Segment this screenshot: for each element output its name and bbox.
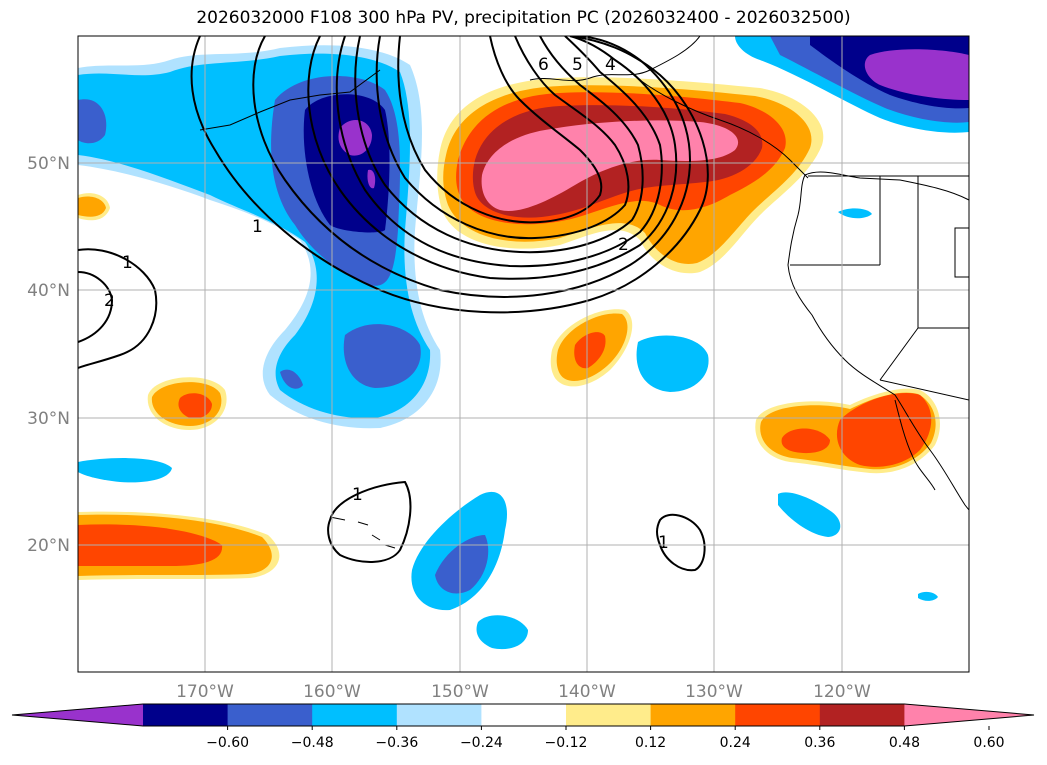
colorbar-tick-label: −0.12 <box>545 735 588 751</box>
lat-label: 20°N <box>27 536 70 556</box>
lat-labels: 50°N 40°N 30°N 20°N <box>27 154 70 556</box>
precip-warm-region <box>574 332 606 369</box>
border-states <box>790 176 969 401</box>
lon-label: 140°W <box>558 682 616 702</box>
pv-contour-line <box>354 36 644 254</box>
precip-warm-region <box>836 392 932 467</box>
colorbar-swatch <box>481 704 567 726</box>
lon-label: 150°W <box>431 682 489 702</box>
precip-blue-region <box>338 119 372 156</box>
colorbar-outline <box>11 703 1035 727</box>
colorbar-tick-label: −0.36 <box>375 735 418 751</box>
colorbar-tick-label: 0.48 <box>889 735 920 751</box>
colorbar-swatch <box>650 704 736 726</box>
pv-contour-line <box>252 36 692 298</box>
lat-label: 50°N <box>27 154 70 174</box>
colorbar-tick-label: 0.12 <box>635 735 666 751</box>
lon-label: 130°W <box>685 682 743 702</box>
precip-blue-region <box>367 169 376 189</box>
colorbar-swatch <box>227 704 313 726</box>
pv-contour-labels: 6 5 4 2 1 1 2 1 1 <box>104 55 669 553</box>
precip-warm-region <box>78 196 106 217</box>
lon-label: 120°W <box>813 682 871 702</box>
colorbar-tick-label: −0.48 <box>291 735 334 751</box>
pv-contour-line <box>375 36 630 240</box>
precip-blue-region <box>636 335 709 392</box>
pv-contour-label: 1 <box>352 485 363 505</box>
precip-warm-region <box>178 393 212 419</box>
pv-contour-line <box>397 36 603 224</box>
pv-contour-label: 1 <box>252 217 263 237</box>
coastlines <box>199 36 969 549</box>
precip-warm-region <box>781 428 830 454</box>
map-frame <box>77 35 970 673</box>
colorbar-swatch <box>396 704 482 726</box>
coastline-alaska <box>529 36 701 82</box>
precip-blue-region <box>918 591 938 601</box>
colorbar-tick-label: 0.60 <box>973 735 1004 751</box>
precip-blue-region <box>838 208 872 219</box>
pv-contour-label: 4 <box>605 55 616 75</box>
colorbar-swatch <box>312 704 398 726</box>
coastline-baja <box>894 399 936 491</box>
coastline-north-america <box>787 171 969 511</box>
colorbar-tick-label: 0.36 <box>804 735 835 751</box>
pv-contour-line <box>335 36 663 268</box>
precip-blue-region <box>864 49 969 100</box>
colorbar-extension-low <box>12 704 143 726</box>
pv-contour-label: 5 <box>572 55 583 75</box>
pv-contour-label: 6 <box>538 55 549 75</box>
lon-label: 160°W <box>303 682 361 702</box>
colorbar-swatch <box>819 704 905 726</box>
precip-blue-region <box>343 324 421 388</box>
gridlines <box>78 36 969 672</box>
pv-contour-line <box>190 36 709 314</box>
pv-contour-label: 1 <box>658 533 669 553</box>
pv-contour-label: 2 <box>618 235 629 255</box>
colorbar-extension-high <box>904 704 1034 726</box>
lat-label: 30°N <box>27 409 70 429</box>
colorbar-tick-label: −0.24 <box>460 735 503 751</box>
map-title: 2026032000 F108 300 hPa PV, precipitatio… <box>196 8 851 28</box>
colorbar-swatch <box>735 704 821 726</box>
precip-blue-region <box>778 492 841 537</box>
precip-blue-region <box>280 369 303 389</box>
precip-field <box>78 36 969 650</box>
precip-blue-region <box>435 535 489 594</box>
precip-blue-region <box>476 615 528 650</box>
lon-labels: 170°W 160°W 150°W 140°W 130°W 120°W <box>176 682 871 702</box>
precip-blue-region <box>78 458 172 483</box>
pv-contour-line <box>656 513 706 572</box>
coastline-aleutians <box>199 69 381 131</box>
pv-contour-label: 2 <box>104 291 115 311</box>
precip-blue-region <box>78 99 107 144</box>
pv-contour-line <box>78 271 114 343</box>
colorbar-swatch <box>143 704 229 726</box>
colorbar-swatch <box>566 704 652 726</box>
lat-label: 40°N <box>27 281 70 301</box>
pv-contour-label: 1 <box>122 253 133 273</box>
lon-label: 170°W <box>176 682 234 702</box>
colorbar-tick-label: 0.24 <box>720 735 751 751</box>
pv-contour-line <box>327 480 412 563</box>
colorbar: −0.60 −0.48 −0.36 −0.24 −0.12 0.12 0.24 0.36 0.4… <box>11 703 1035 751</box>
pv-contour-line <box>78 248 158 369</box>
colorbar-tick-label: −0.60 <box>206 735 249 751</box>
coastline-hawaii <box>329 516 396 549</box>
